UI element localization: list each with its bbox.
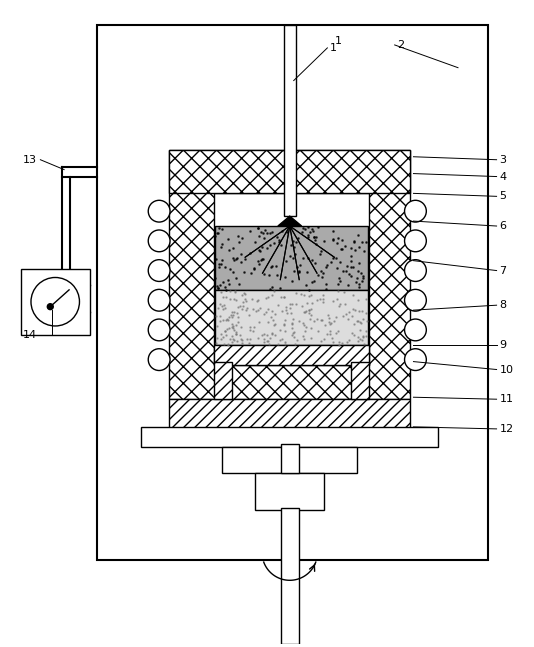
Circle shape <box>148 201 170 222</box>
Circle shape <box>405 289 426 311</box>
Circle shape <box>405 230 426 252</box>
Bar <box>169 399 411 429</box>
Bar <box>351 362 369 399</box>
Bar <box>284 25 296 216</box>
Bar <box>142 427 438 446</box>
Bar <box>281 444 299 474</box>
Text: 10: 10 <box>499 364 514 375</box>
Bar <box>97 25 488 560</box>
Bar <box>169 150 411 399</box>
Text: 5: 5 <box>499 192 507 201</box>
Text: 7: 7 <box>499 265 507 276</box>
Bar <box>215 291 368 345</box>
Circle shape <box>405 259 426 281</box>
Text: 11: 11 <box>499 394 514 404</box>
Circle shape <box>31 278 80 326</box>
Text: 4: 4 <box>499 171 507 182</box>
Text: 1: 1 <box>335 36 342 46</box>
Circle shape <box>48 303 53 310</box>
Bar <box>255 474 324 510</box>
Circle shape <box>148 230 170 252</box>
Text: 8: 8 <box>499 300 507 310</box>
Text: 6: 6 <box>499 221 507 231</box>
Circle shape <box>148 289 170 311</box>
Circle shape <box>405 319 426 341</box>
Bar <box>214 362 232 399</box>
Text: 3: 3 <box>499 155 507 165</box>
Circle shape <box>148 319 170 341</box>
Bar <box>21 269 90 335</box>
Bar <box>281 508 299 644</box>
Circle shape <box>148 259 170 281</box>
Text: 12: 12 <box>499 424 514 434</box>
Polygon shape <box>278 216 302 226</box>
Bar <box>214 193 369 364</box>
Text: 1: 1 <box>329 43 336 53</box>
Circle shape <box>405 201 426 222</box>
Bar <box>215 226 368 291</box>
Text: 9: 9 <box>499 340 507 350</box>
Bar <box>169 150 411 193</box>
Circle shape <box>148 349 170 371</box>
Text: 13: 13 <box>22 155 36 165</box>
Circle shape <box>405 349 426 371</box>
Bar <box>214 345 369 364</box>
Text: 2: 2 <box>397 40 404 50</box>
Text: 14: 14 <box>22 330 37 340</box>
Bar <box>223 446 357 474</box>
